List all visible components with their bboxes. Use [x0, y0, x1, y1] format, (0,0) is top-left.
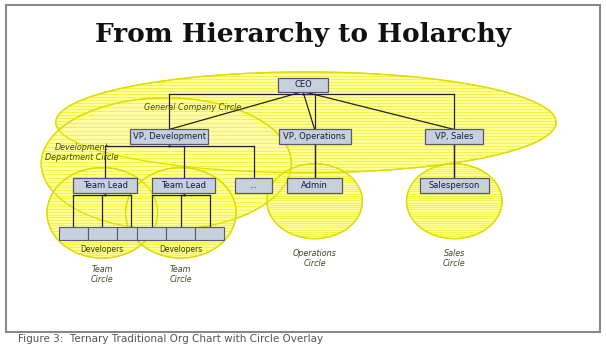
- Ellipse shape: [47, 168, 158, 258]
- Text: Development
Department Circle: Development Department Circle: [45, 143, 119, 162]
- Ellipse shape: [41, 98, 291, 230]
- FancyBboxPatch shape: [130, 129, 208, 144]
- Text: Developers: Developers: [81, 244, 124, 253]
- FancyBboxPatch shape: [195, 227, 224, 240]
- FancyBboxPatch shape: [137, 227, 166, 240]
- Ellipse shape: [267, 164, 362, 239]
- Text: ...: ...: [250, 181, 258, 190]
- FancyBboxPatch shape: [278, 78, 328, 92]
- FancyBboxPatch shape: [419, 178, 489, 193]
- Text: Team Lead: Team Lead: [161, 181, 206, 190]
- Text: Sales
Circle: Sales Circle: [443, 249, 465, 269]
- Text: Team
Circle: Team Circle: [91, 265, 113, 284]
- Text: From Hierarchy to Holarchy: From Hierarchy to Holarchy: [95, 22, 511, 47]
- FancyBboxPatch shape: [73, 178, 137, 193]
- Text: Team
Circle: Team Circle: [170, 265, 192, 284]
- Text: Figure 3:  Ternary Traditional Org Chart with Circle Overlay: Figure 3: Ternary Traditional Org Chart …: [18, 334, 324, 344]
- FancyBboxPatch shape: [166, 227, 195, 240]
- Text: General Company Circle: General Company Circle: [144, 103, 241, 112]
- Ellipse shape: [125, 168, 236, 258]
- Text: CEO: CEO: [294, 80, 312, 89]
- Text: VP, Operations: VP, Operations: [284, 132, 346, 141]
- FancyBboxPatch shape: [235, 178, 272, 193]
- FancyBboxPatch shape: [117, 227, 146, 240]
- FancyBboxPatch shape: [88, 227, 117, 240]
- Text: VP, Sales: VP, Sales: [435, 132, 473, 141]
- Ellipse shape: [56, 72, 556, 173]
- FancyBboxPatch shape: [279, 129, 351, 144]
- Ellipse shape: [407, 164, 502, 239]
- Text: Salesperson: Salesperson: [428, 181, 480, 190]
- FancyBboxPatch shape: [425, 129, 483, 144]
- Text: VP, Development: VP, Development: [133, 132, 205, 141]
- FancyBboxPatch shape: [152, 178, 216, 193]
- Text: Team Lead: Team Lead: [82, 181, 128, 190]
- FancyBboxPatch shape: [287, 178, 342, 193]
- FancyBboxPatch shape: [59, 227, 88, 240]
- Text: Developers: Developers: [159, 244, 202, 253]
- Text: Operations
Circle: Operations Circle: [293, 249, 336, 269]
- Text: Admin: Admin: [301, 181, 328, 190]
